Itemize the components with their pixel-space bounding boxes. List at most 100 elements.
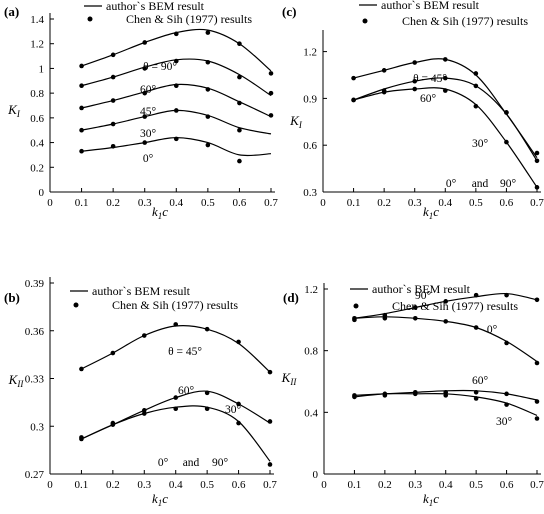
y-tick-label: 0.6 (303, 140, 317, 152)
x-tick-label: 0.6 (500, 479, 514, 491)
chen-sih-point (173, 58, 179, 64)
angle-annotation: θ = 90° (143, 61, 177, 73)
x-tick-label: 0.6 (232, 479, 246, 491)
chen-sih-point (382, 393, 388, 398)
legend-dot-swatch (362, 18, 368, 24)
chen-sih-point (205, 142, 211, 148)
chen-sih-point (534, 185, 540, 190)
panel-label: (b) (4, 290, 20, 305)
chen-sih-point (412, 305, 418, 310)
chen-sih-point (381, 68, 387, 73)
chen-sih-point (110, 350, 116, 356)
chen-sih-point (267, 462, 273, 467)
chen-sih-point (412, 78, 418, 84)
chen-sih-point (352, 317, 357, 323)
chen-sih-point (381, 89, 387, 95)
x-tick-label: 0.7 (530, 197, 544, 209)
chen-sih-point (443, 319, 449, 324)
chen-sih-point (237, 41, 242, 47)
y-tick-label: 1 (39, 63, 45, 75)
y-axis-label: KI (289, 113, 303, 130)
y-tick-label: 0 (39, 187, 45, 199)
chen-sih-point (141, 333, 147, 338)
chen-sih-point (504, 391, 509, 397)
chen-sih-point (79, 148, 84, 154)
legend-dot-swatch (87, 16, 93, 22)
chen-sih-point (205, 59, 211, 65)
x-tick-label: 0.3 (137, 479, 151, 491)
chen-sih-point (504, 110, 509, 115)
chen-sih-point (268, 71, 274, 76)
chen-sih-point (173, 406, 179, 412)
angle-annotation: 45° (140, 106, 157, 118)
angle-annotation: 60° (420, 93, 437, 105)
chen-sih-point (236, 339, 241, 345)
x-tick-label: 0 (320, 197, 326, 209)
chen-sih-point (204, 406, 210, 412)
y-tick-label: 0.33 (25, 374, 45, 386)
angle-annotation: θ = 45° (413, 73, 447, 85)
chen-sih-point (442, 88, 448, 93)
chen-sih-point (205, 30, 211, 35)
chen-sih-point (534, 150, 540, 156)
legend-dot-swatch (73, 302, 79, 308)
y-tick-label: 0.39 (25, 278, 45, 290)
chen-sih-point (534, 399, 540, 404)
angle-annotation: 60° (472, 375, 489, 387)
chen-sih-point (534, 158, 540, 164)
chen-sih-point (173, 136, 179, 142)
chen-sih-point (237, 74, 242, 80)
chen-sih-point (237, 100, 242, 106)
legend-entry-chen-sih: Chen & Sih (1977) results (392, 299, 518, 313)
chen-sih-point (504, 139, 509, 145)
chen-sih-point (141, 408, 147, 413)
panel-label: (d) (283, 290, 299, 305)
y-tick-label: 0.9 (303, 93, 317, 105)
chen-sih-point (79, 63, 84, 69)
y-tick-label: 0 (313, 469, 319, 481)
chen-sih-point (504, 292, 509, 298)
x-tick-label: 0.5 (200, 479, 214, 491)
chen-sih-point (79, 83, 84, 89)
x-tick-label: 0.7 (530, 479, 544, 491)
y-tick-label: 1.2 (304, 284, 318, 296)
chen-sih-point (443, 299, 449, 304)
chen-sih-point (236, 401, 241, 407)
chen-sih-point (473, 396, 479, 401)
legend-entry-bem: author`s BEM result (92, 284, 191, 298)
legend-entry-chen-sih: Chen & Sih (1977) results (112, 298, 238, 312)
x-tick-label: 0.7 (263, 479, 277, 491)
x-tick-label: 0.4 (438, 197, 452, 209)
x-tick-label: 0.3 (408, 197, 422, 209)
chen-sih-point (504, 340, 509, 346)
x-tick-label: 0 (47, 479, 53, 491)
angle-annotation: 90° (212, 457, 229, 469)
chen-sih-point (267, 419, 273, 424)
chen-sih-point (79, 436, 84, 442)
y-tick-label: 0.8 (30, 88, 44, 100)
angle-annotation: 0° (158, 457, 169, 469)
chen-sih-point (473, 389, 479, 395)
chen-sih-point (142, 40, 148, 45)
legend-entry-bem: author`s BEM result (381, 0, 480, 12)
chen-sih-point (352, 394, 357, 400)
chen-sih-point (173, 83, 179, 89)
chen-sih-point (473, 325, 479, 330)
angle-annotation: 30° (472, 138, 489, 150)
angle-annotation: and (472, 178, 489, 190)
bem-curve-2 (81, 405, 271, 462)
x-tick-label: 0.7 (264, 197, 278, 209)
chen-sih-point (79, 366, 84, 372)
chen-sih-point (142, 140, 148, 145)
angle-annotation: 30° (225, 404, 242, 416)
legend-entry-chen-sih: Chen & Sih (1977) results (126, 12, 252, 26)
y-tick-label: 1.2 (303, 47, 317, 59)
y-tick-label: 0.6 (30, 113, 44, 125)
legend-entry-chen-sih: Chen & Sih (1977) results (402, 14, 528, 28)
x-tick-label: 0 (321, 479, 327, 491)
chen-sih-point (204, 326, 210, 332)
y-tick-label: 0.3 (30, 421, 44, 433)
y-tick-label: 1.2 (30, 39, 44, 51)
y-tick-label: 0.3 (303, 187, 317, 199)
chen-sih-point (442, 75, 448, 81)
